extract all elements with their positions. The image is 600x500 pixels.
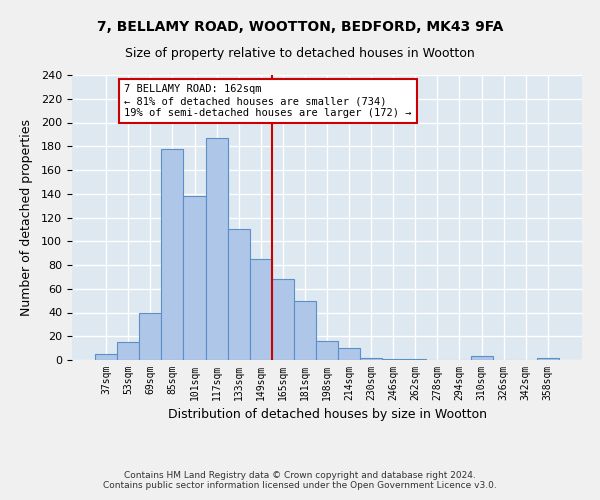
Bar [206,138,227,360]
Bar [184,196,206,360]
Bar [161,148,184,360]
Bar [227,230,250,360]
Bar [117,342,139,360]
Bar [338,348,360,360]
Bar [272,279,294,360]
Bar [139,312,161,360]
Y-axis label: Number of detached properties: Number of detached properties [20,119,32,316]
Bar [470,356,493,360]
X-axis label: Distribution of detached houses by size in Wootton: Distribution of detached houses by size … [167,408,487,422]
Text: Size of property relative to detached houses in Wootton: Size of property relative to detached ho… [125,48,475,60]
Bar [382,359,404,360]
Text: 7 BELLAMY ROAD: 162sqm
← 81% of detached houses are smaller (734)
19% of semi-de: 7 BELLAMY ROAD: 162sqm ← 81% of detached… [124,84,412,117]
Bar [250,259,272,360]
Bar [316,341,338,360]
Bar [360,358,382,360]
Text: Contains HM Land Registry data © Crown copyright and database right 2024.
Contai: Contains HM Land Registry data © Crown c… [103,470,497,490]
Bar [294,300,316,360]
Bar [537,358,559,360]
Text: 7, BELLAMY ROAD, WOOTTON, BEDFORD, MK43 9FA: 7, BELLAMY ROAD, WOOTTON, BEDFORD, MK43 … [97,20,503,34]
Bar [404,359,427,360]
Bar [95,354,117,360]
